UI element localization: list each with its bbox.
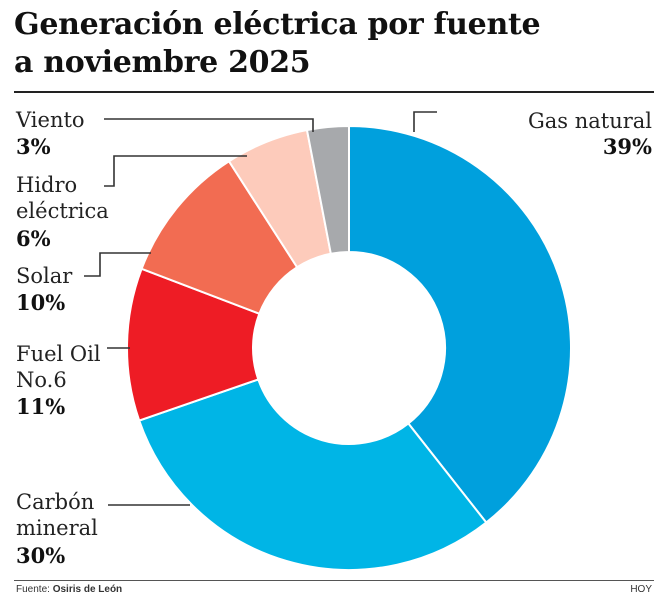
leader-viento: [104, 118, 314, 132]
label-solar: Solar: [16, 264, 73, 288]
brand-mark: HOY: [630, 584, 652, 595]
leader-hidro: [104, 155, 247, 187]
leader-solar: [84, 252, 151, 277]
label-viento: Viento: [16, 108, 85, 132]
leader-gas-natural: [413, 111, 437, 132]
pct-viento: 3%: [16, 134, 51, 159]
label-carbon-line1: Carbón: [16, 490, 95, 514]
label-hidro-line2: eléctrica: [16, 199, 109, 223]
pct-gas-natural: 39%: [602, 134, 652, 159]
pct-solar: 10%: [16, 290, 66, 315]
label-fuel-oil-line2: No.6: [16, 368, 67, 392]
chart-title-line1: Generación eléctrica por fuente: [14, 7, 541, 42]
slice-carb-n-mineral: [137, 378, 488, 571]
pct-fuel-oil: 11%: [16, 394, 66, 419]
footer-divider: [14, 580, 654, 581]
label-hidro-line1: Hidro: [16, 173, 78, 197]
title-divider: [14, 91, 654, 93]
source-credit: Fuente: Osiris de León: [16, 584, 122, 595]
slice-viento: [305, 124, 350, 255]
source-label: Fuente:: [16, 584, 50, 595]
slice-gas-natural: [348, 124, 572, 524]
pct-carbon: 30%: [16, 543, 66, 568]
label-fuel-oil-line1: Fuel Oil: [16, 342, 101, 366]
source-name: Osiris de León: [52, 584, 123, 595]
chart-title-line2: a noviembre 2025: [14, 45, 311, 80]
label-gas-natural: Gas natural: [527, 109, 652, 133]
pct-hidro: 6%: [16, 226, 51, 251]
label-carbon-line2: mineral: [16, 516, 98, 540]
chart-title: Generación eléctrica por fuente a noviem…: [14, 6, 654, 82]
